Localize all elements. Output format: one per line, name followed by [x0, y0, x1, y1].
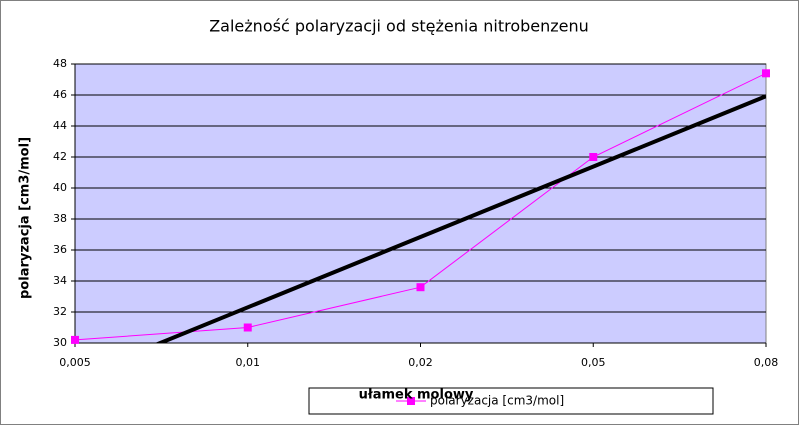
x-tick-label: 0,01	[236, 356, 261, 369]
x-tick-label: 0,02	[408, 356, 433, 369]
legend-box	[308, 387, 714, 415]
point	[416, 283, 425, 292]
point	[589, 153, 598, 161]
x-tick-label: 0,005	[59, 356, 91, 369]
y-tick-label: 48	[53, 57, 67, 70]
legend-marker	[407, 397, 415, 405]
y-tick-label: 38	[53, 212, 67, 225]
x-tick-label: 0,08	[754, 356, 779, 369]
y-tick-label: 32	[53, 305, 67, 318]
y-tick-label: 30	[53, 336, 67, 349]
y-tick-label: 36	[53, 243, 67, 256]
y-tick-label: 44	[53, 119, 67, 132]
y-tick-label: 34	[53, 274, 67, 287]
x-tick-label: 0,05	[581, 356, 606, 369]
y-axis-label: polaryzacja [cm3/mol]	[18, 137, 33, 299]
trendline	[154, 94, 766, 343]
legend-label: polaryzacja [cm3/mol]	[430, 394, 564, 408]
plot-area	[74, 63, 767, 344]
point	[243, 323, 252, 332]
y-tick-label: 46	[53, 88, 67, 101]
x-axis-label: ułamek molowy	[359, 388, 474, 403]
point	[762, 69, 770, 78]
point	[71, 335, 79, 344]
y-tick-label: 42	[53, 150, 67, 163]
y-tick-label: 40	[53, 181, 67, 194]
chart-title: Zależność polaryzacji od stężenia nitrob…	[209, 17, 589, 36]
